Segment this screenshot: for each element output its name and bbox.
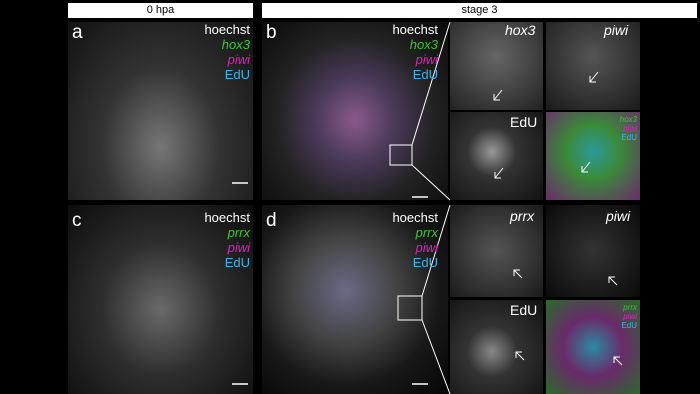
label: hoechst [204, 210, 250, 225]
header: 0 hpa [68, 3, 253, 18]
label: hoechst [392, 210, 438, 225]
inset [546, 205, 640, 297]
label: EdU [621, 133, 637, 142]
label: hox3 [409, 37, 438, 52]
channel-labels: hoechst hox3 piwi EdU [392, 22, 438, 82]
micrograph [68, 205, 253, 394]
channel-labels: hoechst hox3 piwi EdU [204, 22, 250, 82]
label: hox3 [221, 37, 250, 52]
label: EdU [224, 255, 250, 270]
inset-label: hox3 [505, 22, 536, 38]
panel-letter: d [266, 210, 277, 231]
inset [450, 300, 543, 394]
panel-letter: b [266, 22, 277, 43]
inset [546, 112, 640, 200]
inset-label: EdU [510, 114, 538, 130]
merge-box: hox3 piwi EdU [546, 112, 640, 152]
channel-labels: hoechst prrx piwi EdU [204, 210, 250, 270]
channel-labels: hoechst prrx piwi EdU [392, 210, 438, 270]
label: prrx [227, 225, 250, 240]
label: EdU [412, 255, 438, 270]
label: piwi [623, 124, 637, 133]
inset [546, 22, 640, 110]
label: hoechst [204, 22, 250, 37]
label: piwi [227, 240, 250, 255]
merge-labels: hox3 piwi EdU [620, 115, 637, 142]
label: hoechst [392, 22, 438, 37]
panel-letter: a [72, 22, 83, 43]
label: EdU [621, 321, 637, 330]
inset [450, 22, 543, 110]
header: stage 3 [262, 3, 697, 18]
label: piwi [415, 240, 438, 255]
label: prrx [623, 303, 637, 312]
inset-label: piwi [606, 208, 631, 224]
label: piwi [227, 52, 250, 67]
inset [546, 300, 640, 394]
merge-labels: prrx piwi EdU [621, 303, 637, 330]
inset [450, 205, 543, 297]
label: piwi [415, 52, 438, 67]
label: prrx [415, 225, 438, 240]
micrograph [68, 22, 253, 200]
micrograph [262, 22, 448, 200]
label: piwi [623, 312, 637, 321]
inset-label: piwi [604, 22, 629, 38]
inset [450, 112, 543, 200]
inset-label: prrx [510, 208, 535, 224]
inset-label: EdU [510, 302, 538, 318]
label: EdU [412, 67, 438, 82]
panel-letter: c [72, 210, 82, 231]
label: EdU [224, 67, 250, 82]
micrograph [262, 205, 448, 394]
label: hox3 [619, 115, 637, 124]
merge-box: prrx piwi EdU [546, 300, 640, 340]
